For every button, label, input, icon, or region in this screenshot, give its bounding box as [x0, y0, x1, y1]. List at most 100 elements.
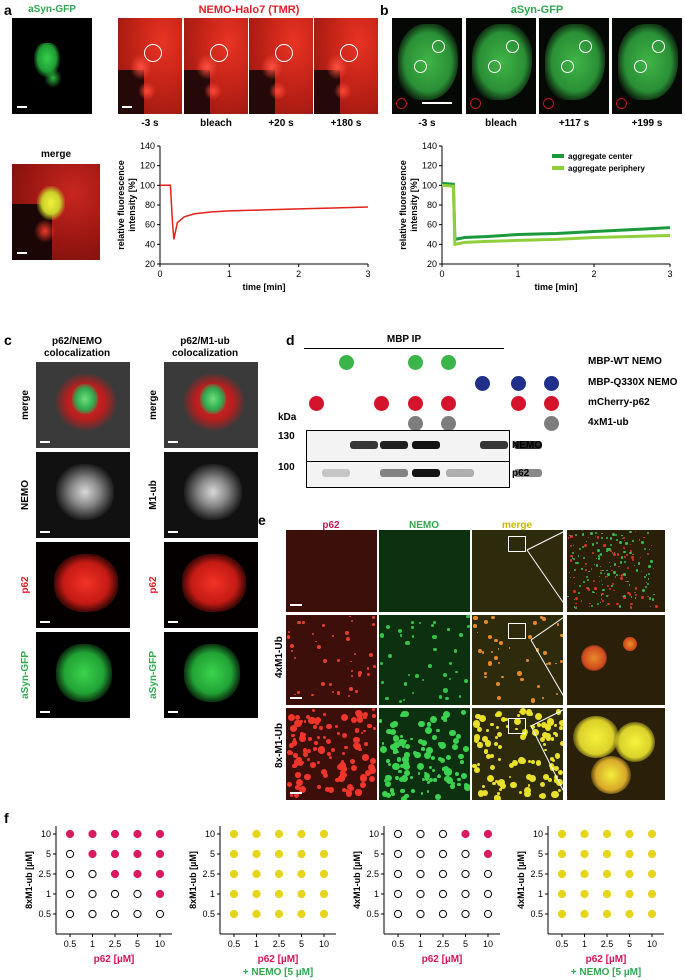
droplet — [299, 719, 304, 724]
droplet — [421, 777, 426, 782]
x-tick-label: 2 — [591, 269, 596, 279]
condensate-dot — [110, 829, 120, 839]
droplet — [588, 602, 591, 605]
droplet — [581, 545, 585, 548]
droplet — [336, 691, 341, 696]
droplet — [497, 792, 500, 795]
legend-label: aggregate periphery — [568, 164, 645, 173]
droplet — [590, 568, 593, 570]
nemo-band — [480, 441, 508, 449]
droplet — [473, 624, 477, 628]
droplet — [610, 537, 613, 540]
series-line-1 — [441, 181, 671, 242]
droplet — [334, 724, 339, 729]
droplet — [351, 670, 353, 672]
no-condensate-dot — [438, 869, 448, 879]
p62-band — [412, 469, 440, 477]
droplet — [527, 784, 531, 787]
c-col2-title-1: p62/M1-ub — [180, 336, 230, 347]
droplet — [616, 552, 620, 556]
droplet — [372, 664, 376, 668]
droplet — [448, 729, 456, 737]
droplet-zoom — [581, 645, 607, 671]
e-col-merge: merge — [501, 520, 532, 531]
droplet — [626, 553, 629, 556]
droplet — [288, 631, 291, 634]
x-tick-label: 10 — [647, 939, 657, 949]
c-row-label: NEMO — [20, 480, 31, 510]
droplet — [555, 662, 557, 665]
droplet — [398, 699, 402, 703]
droplet — [556, 709, 562, 715]
y-tick-label: 0.5 — [530, 909, 543, 919]
droplet — [508, 775, 512, 779]
droplet — [477, 727, 483, 733]
droplet — [373, 726, 376, 730]
droplet — [384, 696, 389, 701]
x-axis-label-2: + NEMO [5 µM] — [243, 967, 314, 978]
droplet — [345, 636, 351, 641]
droplet — [519, 708, 527, 715]
droplet — [453, 649, 458, 653]
droplet — [494, 794, 500, 800]
condensate-dot — [252, 869, 261, 879]
droplet — [607, 573, 610, 576]
aggregate — [326, 54, 348, 80]
panel-label-d: d — [286, 332, 295, 348]
no-condensate-dot — [393, 889, 403, 899]
droplet — [574, 533, 577, 536]
phase-diagram: 10 5 2.5 1 0.5 0.5 1 2.5 5 10 p62 [µM] + NEMO [5 µM… — [188, 826, 336, 978]
droplet — [600, 598, 602, 600]
condensate-dot — [252, 829, 261, 839]
droplet — [413, 751, 417, 755]
d-row-label: MBP-WT NEMO — [588, 356, 662, 367]
droplet — [634, 530, 636, 533]
droplet — [520, 677, 524, 682]
droplet — [648, 565, 651, 568]
droplet — [369, 652, 374, 657]
time-label: bleach — [200, 118, 232, 129]
y-tick-label: 1 — [46, 889, 51, 899]
condensate-dot — [625, 829, 634, 839]
nemo-frame — [184, 18, 248, 114]
droplet — [606, 604, 608, 606]
droplet — [351, 717, 357, 724]
droplet — [398, 738, 406, 747]
droplet — [477, 649, 482, 654]
droplet — [530, 760, 536, 765]
droplet — [371, 714, 376, 718]
droplet — [619, 541, 623, 545]
e-image — [472, 708, 563, 800]
droplet — [473, 734, 481, 742]
condition-dot — [511, 376, 526, 391]
droplet — [371, 615, 376, 620]
c-row-label: merge — [20, 390, 31, 421]
droplet — [551, 758, 556, 763]
droplet — [473, 616, 478, 621]
condensate-dot — [483, 829, 493, 839]
droplet — [332, 635, 334, 638]
droplet — [287, 750, 293, 755]
droplet — [433, 621, 436, 624]
frap-chart-nemo: 20 40 60 80 100 120 140 0 1 2 3 time [min] relative … — [116, 141, 371, 292]
roi-background — [616, 98, 627, 109]
droplet — [629, 531, 632, 534]
y-tick-label: 0.5 — [38, 909, 51, 919]
droplet — [312, 708, 316, 712]
droplet — [639, 556, 642, 559]
droplet — [622, 546, 626, 550]
condition-dot — [408, 416, 423, 431]
y-tick-label: 2.5 — [202, 869, 215, 879]
x-tick-label: 0 — [439, 269, 444, 279]
droplet — [498, 662, 501, 665]
kda-label: kDa — [278, 412, 297, 423]
no-condensate-dot — [88, 889, 97, 899]
droplet — [530, 698, 536, 703]
droplet — [586, 575, 589, 578]
y-tick-label: 1 — [374, 889, 379, 899]
droplet — [350, 759, 356, 764]
marker-130: 130 — [278, 431, 295, 442]
droplet — [569, 545, 572, 548]
droplet — [322, 736, 327, 740]
droplet — [293, 793, 299, 799]
